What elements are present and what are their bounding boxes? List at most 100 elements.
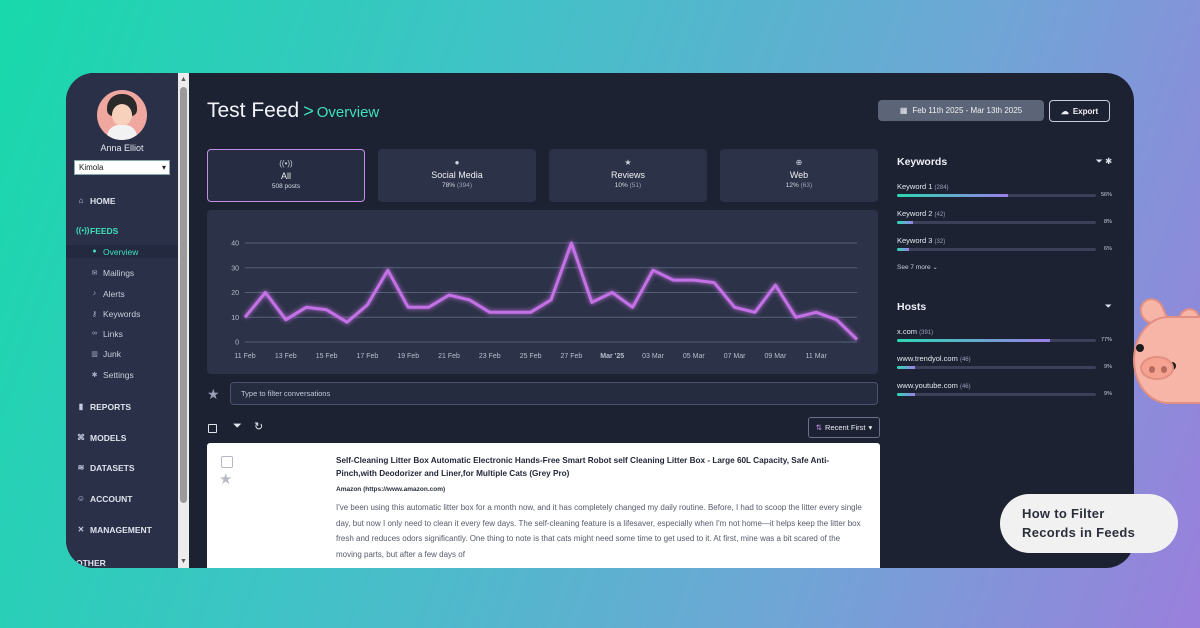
export-button[interactable]: ☁ Export — [1049, 100, 1110, 122]
card-web[interactable]: ⊕ Web 12% (63) — [720, 149, 878, 202]
keyword-row[interactable]: Keyword 1 (284) 56% — [897, 182, 1112, 200]
x-tick-label: 11 Mar — [806, 353, 828, 360]
star-filter-icon[interactable]: ★ — [207, 386, 220, 402]
nav-account[interactable]: ☺ ACCOUNT — [76, 492, 133, 506]
scroll-down-arrow-icon[interactable]: ▼ — [180, 558, 187, 565]
nav-datasets-label: DATASETS — [90, 463, 135, 473]
refresh-icon[interactable]: ↻ — [254, 421, 264, 433]
nav-home-label: HOME — [90, 196, 116, 206]
post-source[interactable]: Amazon (https://www.amazon.com) — [336, 486, 446, 493]
post-checkbox[interactable] — [221, 456, 233, 468]
nav-feeds[interactable]: ((•)) FEEDS — [76, 224, 118, 238]
x-tick-label: 05 Mar — [683, 353, 705, 360]
nav-home[interactable]: ⌂ HOME — [76, 194, 116, 208]
star-half-icon: ★ — [624, 158, 632, 167]
user-name: Anna Elliot — [100, 143, 144, 153]
see-more-link[interactable]: See 7 more ⌄ — [897, 263, 938, 271]
keyword-row[interactable]: Keyword 2 (42) 8% — [897, 209, 1112, 227]
sort-dropdown[interactable]: ⇅ Recent First ▾ — [808, 417, 880, 438]
x-tick-label: 13 Feb — [275, 353, 297, 360]
chart-svg: 0 10 20 30 40 11 Feb 13 Feb 15 Feb 17 Feb 19 Feb… — [231, 241, 859, 360]
card-web-pct: 12% — [785, 182, 799, 189]
filter-row: ★ Type to filter conversations — [207, 382, 878, 406]
card-reviews[interactable]: ★ Reviews 10% (51) — [549, 149, 707, 202]
organization-select[interactable]: Kimola ▾ — [74, 160, 170, 175]
host-bar-fill — [897, 366, 915, 369]
x-tick-label: 23 Feb — [479, 353, 501, 360]
subnav-links[interactable]: ∞ Links — [90, 327, 123, 340]
host-pct: 9% — [1104, 391, 1112, 397]
subnav-overview-label: Overview — [103, 246, 139, 257]
nav-datasets[interactable]: ≋ DATASETS — [76, 461, 135, 475]
x-tick-label: 27 Feb — [561, 353, 583, 360]
avatar[interactable] — [97, 90, 147, 140]
card-all[interactable]: ((•)) All 508 posts — [207, 149, 365, 202]
post-title[interactable]: Self-Cleaning Litter Box Automatic Elect… — [336, 456, 830, 478]
host-bar — [897, 366, 1096, 369]
scrollbar-thumb[interactable] — [180, 87, 187, 503]
gear-icon[interactable]: ✱ — [1105, 156, 1112, 166]
nav-reports[interactable]: ▮ REPORTS — [76, 400, 131, 414]
keyword-row[interactable]: Keyword 3 (32) 6% — [897, 236, 1112, 254]
nav-other[interactable]: OTHER — [76, 556, 106, 568]
users-icon: ☺ — [76, 494, 86, 503]
bell-icon: ♪ — [92, 290, 97, 297]
keyword-bar — [897, 248, 1096, 251]
bar-chart-icon: ▮ — [78, 402, 84, 411]
nav-management[interactable]: ✕ MANAGEMENT — [76, 523, 152, 537]
keyword-bar-fill — [897, 221, 913, 224]
subnav-keywords-label: Keywords — [103, 308, 141, 319]
card-social-count: (394) — [456, 182, 472, 189]
keyword-label: Keyword 1 — [897, 182, 933, 191]
nav-models[interactable]: ⌘ MODELS — [76, 431, 126, 445]
filter-icon[interactable]: ⏷ — [1104, 301, 1112, 311]
hosts-actions: ⏷ — [1105, 301, 1112, 312]
x-tick-label: 07 Mar — [724, 353, 746, 360]
host-count: (391) — [919, 330, 934, 336]
subnav-junk[interactable]: ▥ Junk — [90, 347, 121, 360]
host-row[interactable]: www.youtube.com (46) 9% — [897, 381, 1112, 399]
model-icon: ⌘ — [77, 433, 85, 442]
subnav-settings[interactable]: ✱ Settings — [90, 368, 134, 381]
tools-icon: ✕ — [77, 525, 85, 534]
tutorial-caption: How to Filter Records in Feeds — [1000, 494, 1178, 553]
post-body: I've been using this automatic litter bo… — [336, 503, 862, 559]
filter-icon[interactable]: ⏷ — [233, 420, 242, 432]
nav-feeds-label: FEEDS — [90, 226, 119, 236]
date-range-button[interactable]: ▦ Feb 11th 2025 - Mar 13th 2025 — [878, 100, 1044, 121]
subnav-overview[interactable]: ● Overview — [66, 245, 178, 258]
chevron-down-icon: ▾ — [161, 163, 166, 172]
pig-eye — [1136, 344, 1144, 352]
subnav-keywords[interactable]: ⚷ Keywords — [90, 307, 140, 320]
star-icon[interactable]: ★ — [219, 471, 233, 488]
y-tick-label: 20 — [231, 290, 239, 297]
y-tick-label: 0 — [235, 340, 239, 347]
card-reviews-count: (51) — [629, 182, 642, 189]
host-row[interactable]: www.trendyol.com (46) 9% — [897, 354, 1112, 372]
host-row[interactable]: x.com (391) 77% — [897, 327, 1112, 345]
globe-icon: ⊕ — [795, 158, 803, 167]
keyword-bar-fill — [897, 194, 1009, 197]
sidebar-scrollbar[interactable]: ▲ ▼ — [178, 73, 189, 568]
breadcrumb-overview[interactable]: Overview — [316, 104, 380, 121]
subnav-alerts[interactable]: ♪ Alerts — [90, 287, 125, 300]
keyword-count: (32) — [934, 239, 946, 245]
subnav-mailings[interactable]: ✉ Mailings — [90, 266, 135, 279]
home-icon: ⌂ — [78, 196, 84, 205]
filter-conversations-input[interactable]: Type to filter conversations — [230, 382, 878, 405]
card-social-media[interactable]: ● Social Media 78% (394) — [378, 149, 536, 202]
keyword-bar — [897, 221, 1096, 224]
x-tick-label: 11 Feb — [234, 353, 255, 360]
chat-icon: ● — [454, 158, 460, 167]
nav-other-label: OTHER — [76, 558, 106, 568]
keyword-pct: 56% — [1100, 192, 1112, 198]
scroll-up-arrow-icon[interactable]: ▲ — [180, 76, 187, 83]
post-card[interactable]: ★ Self-Cleaning Litter Box Automatic Ele… — [207, 443, 880, 568]
list-toolbar: ⏷ ↻ ⇅ Recent First ▾ — [207, 417, 880, 439]
cloud-download-icon: ☁ — [1060, 106, 1069, 116]
card-web-label: Web — [789, 170, 809, 180]
select-all-checkbox[interactable] — [208, 424, 217, 433]
host-label: x.com — [897, 327, 918, 336]
hosts-title: Hosts — [897, 301, 927, 313]
filter-icon[interactable]: ⏷ — [1095, 156, 1103, 166]
